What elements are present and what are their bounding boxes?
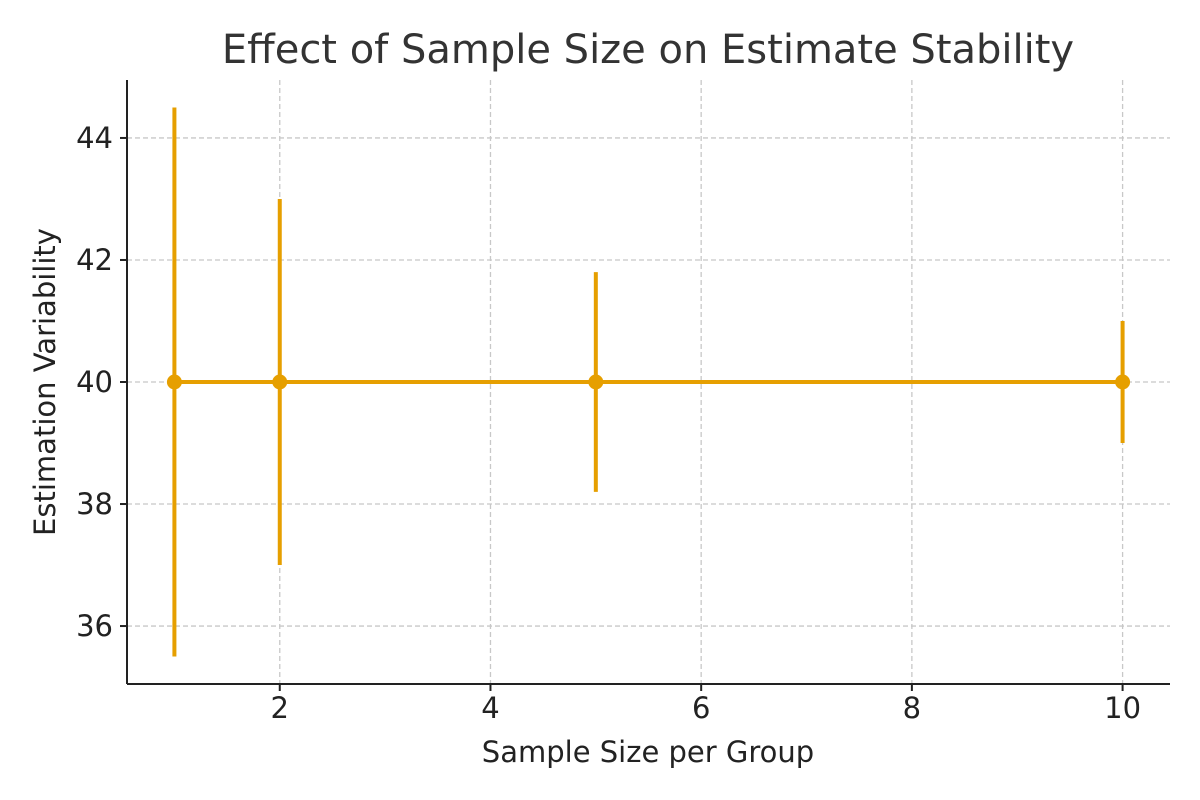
data-point xyxy=(166,374,182,390)
y-tick-label: 44 xyxy=(76,121,113,155)
data-point xyxy=(272,374,288,390)
y-tick-label: 42 xyxy=(76,243,113,277)
x-tick-label: 6 xyxy=(692,691,710,725)
data-point xyxy=(1115,374,1131,390)
x-tick-label: 2 xyxy=(271,691,289,725)
y-tick-label: 36 xyxy=(76,609,113,643)
x-axis-label: Sample Size per Group xyxy=(482,735,814,769)
chart-title: Effect of Sample Size on Estimate Stabil… xyxy=(222,27,1074,73)
series-layer xyxy=(166,107,1131,657)
y-tick-label: 38 xyxy=(76,487,113,521)
x-tick-label: 4 xyxy=(481,691,499,725)
x-tick-label: 8 xyxy=(903,691,921,725)
ticks: 2 4 6 8 10 36 38 40 42 44 xyxy=(76,121,1141,725)
data-point xyxy=(588,374,604,390)
x-tick-label: 10 xyxy=(1104,691,1141,725)
y-tick-label: 40 xyxy=(76,365,113,399)
y-axis-label: Estimation Variability xyxy=(28,228,62,536)
